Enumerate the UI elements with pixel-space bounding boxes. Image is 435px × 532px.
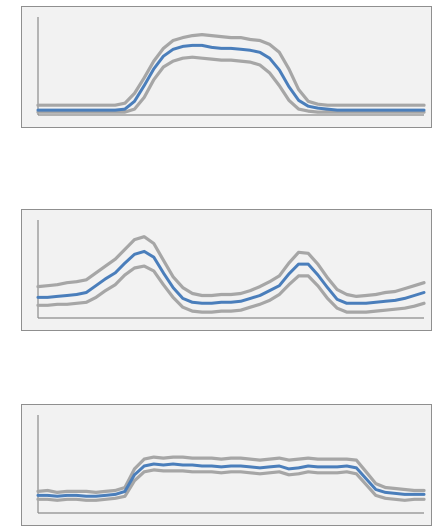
series-line-lower	[36, 55, 426, 114]
chart-panel-2	[21, 209, 432, 331]
series-line-upper	[36, 235, 426, 299]
chart-panel-1	[21, 6, 432, 128]
series-line-lower	[36, 264, 426, 314]
series-line-mean	[36, 43, 426, 112]
series-line-upper	[36, 33, 426, 107]
chart-panel-3	[21, 404, 432, 526]
series-line-lower	[36, 468, 426, 502]
chart-2-plot	[36, 220, 426, 319]
chart-1-plot	[36, 17, 426, 116]
series-line-upper	[36, 455, 426, 495]
series-line-mean	[36, 249, 426, 305]
series-line-mean	[36, 462, 426, 498]
chart-3-plot	[36, 415, 426, 514]
